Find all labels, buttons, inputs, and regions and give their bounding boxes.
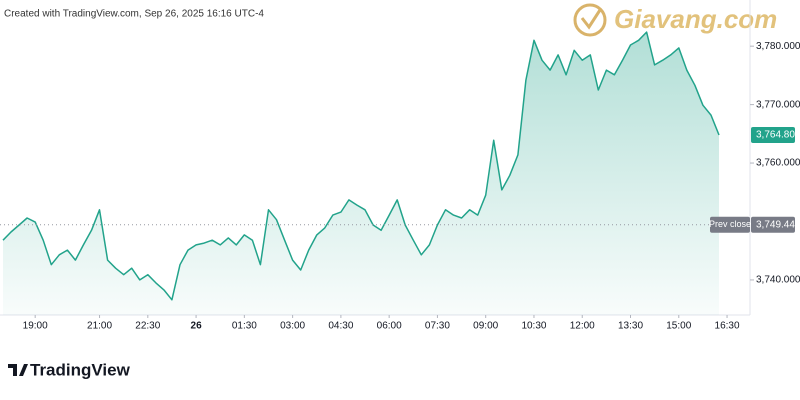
prev-close-value-badge bbox=[751, 216, 795, 233]
header: Created with TradingView.com, Sep 26, 20… bbox=[4, 9, 264, 20]
x-tick-label: 12:00 bbox=[570, 321, 595, 332]
last-price-badge bbox=[751, 126, 795, 143]
watermark-logo bbox=[573, 3, 607, 37]
prev-close-badge bbox=[710, 216, 750, 233]
x-tick-label: 19:00 bbox=[23, 321, 48, 332]
watermark: Giavang.com bbox=[614, 4, 777, 34]
x-tick-label: 21:00 bbox=[87, 321, 112, 332]
y-tick-label: 3,760.000 bbox=[756, 158, 800, 169]
last-price-label: 3,764.805 bbox=[756, 130, 800, 141]
x-tick-label: 26 bbox=[191, 321, 203, 332]
y-tick-label: 3,770.000 bbox=[756, 99, 800, 110]
x-tick-label: 15:00 bbox=[666, 321, 691, 332]
x-tick-label: 09:00 bbox=[473, 321, 498, 332]
prev-close-name: Prev close bbox=[709, 219, 751, 229]
footer-logo bbox=[8, 364, 28, 376]
x-tick-label: 16:30 bbox=[715, 321, 740, 332]
x-tick-label: 01:30 bbox=[232, 321, 257, 332]
x-tick-label: 06:00 bbox=[377, 321, 402, 332]
x-tick-label: 03:00 bbox=[280, 321, 305, 332]
footer: TradingView bbox=[30, 360, 131, 379]
x-tick-label: 04:30 bbox=[328, 321, 353, 332]
x-tick-label: 22:30 bbox=[135, 321, 160, 332]
y-tick-label: 3,740.000 bbox=[756, 275, 800, 286]
prev-close-label: 3,749.440 bbox=[756, 219, 800, 230]
x-tick-label: 07:30 bbox=[425, 321, 450, 332]
x-tick-label: 13:30 bbox=[618, 321, 643, 332]
area bbox=[3, 32, 719, 315]
x-tick-label: 10:30 bbox=[521, 321, 546, 332]
price-line bbox=[2, 31, 720, 301]
y-tick-label: 3,780.000 bbox=[756, 41, 800, 52]
